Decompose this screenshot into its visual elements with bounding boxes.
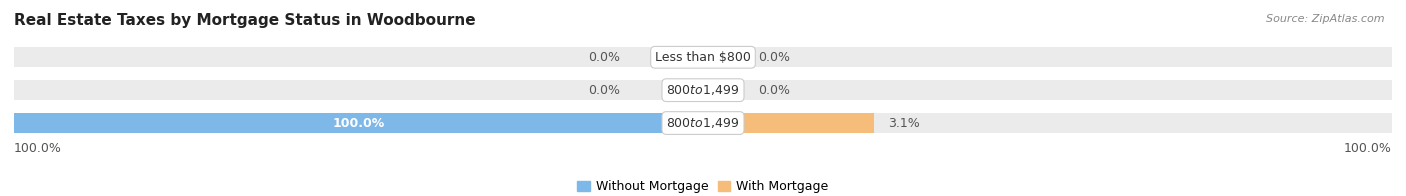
Bar: [14, 113, 703, 133]
Bar: [703, 80, 744, 100]
Text: 0.0%: 0.0%: [758, 84, 790, 97]
Text: 100.0%: 100.0%: [1344, 142, 1392, 155]
Bar: [703, 113, 875, 133]
Bar: [14, 113, 1392, 133]
Text: 0.0%: 0.0%: [588, 51, 620, 64]
Bar: [703, 47, 744, 67]
Bar: [662, 47, 703, 67]
Text: Less than $800: Less than $800: [655, 51, 751, 64]
Bar: [662, 80, 703, 100]
Text: 100.0%: 100.0%: [14, 142, 62, 155]
Text: $800 to $1,499: $800 to $1,499: [666, 116, 740, 130]
Bar: [14, 47, 1392, 67]
Text: 0.0%: 0.0%: [588, 84, 620, 97]
Text: Real Estate Taxes by Mortgage Status in Woodbourne: Real Estate Taxes by Mortgage Status in …: [14, 13, 475, 28]
Text: Source: ZipAtlas.com: Source: ZipAtlas.com: [1267, 14, 1385, 24]
Bar: [14, 80, 1392, 100]
Legend: Without Mortgage, With Mortgage: Without Mortgage, With Mortgage: [572, 175, 834, 196]
Text: 100.0%: 100.0%: [332, 117, 385, 130]
Text: 3.1%: 3.1%: [887, 117, 920, 130]
Text: $800 to $1,499: $800 to $1,499: [666, 83, 740, 97]
Text: 0.0%: 0.0%: [758, 51, 790, 64]
